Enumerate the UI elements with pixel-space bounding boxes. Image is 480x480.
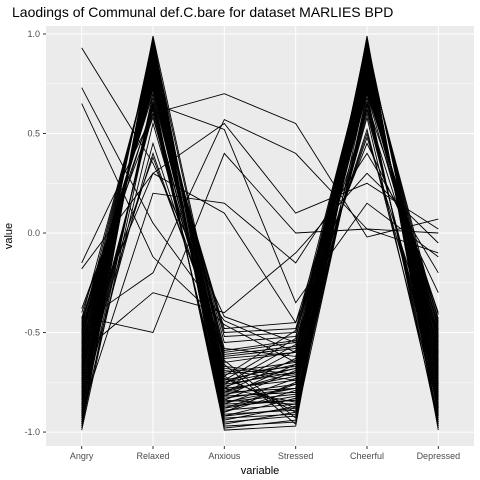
series-line-4 <box>81 93 439 264</box>
series-line-41 <box>81 101 439 421</box>
series-line-70 <box>81 117 439 421</box>
y-axis: 1.0 0.5 0.0 -0.5 -1.0 <box>24 29 46 437</box>
x-tick-label: Relaxed <box>136 451 169 461</box>
x-axis-title: variable <box>241 465 280 477</box>
y-tick-label: 0.0 <box>27 228 40 238</box>
series-line-5 <box>81 122 439 270</box>
series-line-7 <box>81 152 439 334</box>
y-tick-label: -1.0 <box>24 427 40 437</box>
series-line-61 <box>81 63 439 403</box>
series-line-66 <box>81 82 439 383</box>
series-line-64 <box>81 75 439 391</box>
x-axis: Angry Relaxed Anxious Stressed Cheerful Depre… <box>70 446 460 461</box>
series-line-9 <box>81 172 439 353</box>
series-line-60 <box>81 59 439 407</box>
y-tick-label: 0.5 <box>27 128 40 138</box>
series-lines <box>81 35 439 431</box>
x-tick-label: Depressed <box>417 451 461 461</box>
x-tick-label: Angry <box>70 451 94 461</box>
series-line-10 <box>81 118 439 323</box>
y-tick-label: -0.5 <box>24 328 40 338</box>
y-axis-title: value <box>3 223 15 249</box>
series-line-63 <box>81 71 439 395</box>
series-line-69 <box>81 102 439 381</box>
plot-panel <box>46 26 474 446</box>
x-tick-label: Stressed <box>278 451 314 461</box>
y-tick-label: 1.0 <box>27 29 40 39</box>
x-tick-label: Anxious <box>208 451 241 461</box>
chart-title: Laodings of Communal def.C.bare for data… <box>12 4 394 20</box>
series-line-73 <box>81 136 439 361</box>
series-line-65 <box>81 77 439 387</box>
x-tick-label: Cheerful <box>350 451 384 461</box>
series-line-67 <box>81 85 439 431</box>
